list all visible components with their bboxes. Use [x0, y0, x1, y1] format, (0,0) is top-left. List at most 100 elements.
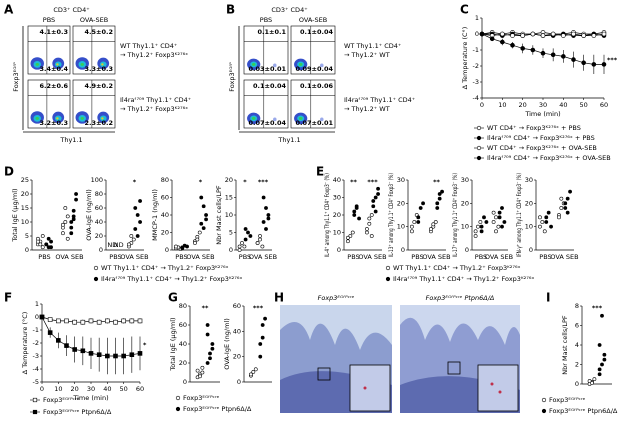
data-point [64, 318, 69, 324]
data-point [65, 214, 70, 219]
data-point [129, 352, 135, 358]
x-tick-label: 30 [539, 101, 547, 109]
y-axis-label: IL-4⁺ among Thy1.1⁺ CD4⁺ Foxp3⁻ (%) [323, 173, 331, 257]
cell-density [101, 63, 104, 66]
x-tick-label: 30 [87, 385, 95, 393]
data-point [357, 216, 361, 221]
data-point [476, 224, 480, 229]
y-axis-label: Total IgE (µg/ml) [169, 317, 177, 371]
data-point [540, 220, 545, 224]
cell-density [35, 116, 39, 120]
data-point [72, 319, 77, 325]
inset [349, 364, 391, 412]
data-point [255, 241, 260, 245]
y-tick-label: 0 [401, 246, 405, 254]
x-axis-label: Time (min) [524, 110, 560, 118]
data-point [56, 318, 61, 324]
y-tick-label: 0 [475, 30, 479, 38]
x-tick-label: PBS [411, 253, 423, 261]
x-tick-label: 60 [136, 385, 144, 393]
y-tick-label: 40 [233, 327, 241, 335]
data-point [538, 224, 542, 229]
y-tick-label: 0 [35, 313, 39, 321]
quadrant-value: 0.09±0.04 [295, 65, 333, 73]
data-point [557, 215, 561, 220]
data-point [80, 319, 86, 325]
x-tick-label: 50 [120, 385, 128, 393]
cell-density [101, 117, 104, 120]
data-point [258, 234, 262, 238]
significance: * [243, 178, 247, 186]
y-axis-label: Total IgE (µg/ml) [11, 188, 19, 242]
quadrant-value: 0.1±0.06 [300, 82, 333, 90]
y-tick-label: 30 [397, 176, 405, 184]
y-axis-label: Nbr Mast cells/LPF [561, 315, 569, 375]
data-point [258, 342, 263, 346]
data-point [61, 231, 65, 236]
cell-density [56, 117, 59, 120]
data-point [494, 215, 498, 220]
data-point [590, 381, 594, 385]
flow-y-label: Foxp3ᴱᴳᶠᴾ [12, 62, 20, 92]
x-tick-label: 0 [480, 101, 484, 109]
significance: *** [258, 178, 269, 186]
y-tick-label: 40 [179, 340, 187, 348]
data-point [201, 226, 206, 231]
data-point [561, 33, 566, 38]
data-point [491, 210, 496, 215]
data-point [371, 204, 376, 209]
flow-column-label: PBS [260, 16, 272, 24]
x-tick-label: PBS [38, 253, 50, 261]
quadrant-value: 6.2±0.6 [40, 82, 69, 90]
significance: ** [202, 304, 209, 312]
data-point [369, 234, 374, 238]
x-tick-label: PBS [109, 253, 121, 261]
data-point [520, 33, 525, 38]
data-point [135, 234, 140, 238]
y-tick-label: 40 [333, 176, 341, 184]
y-tick-label: 0 [165, 246, 169, 254]
quadrant-value: 0.03±0.01 [248, 65, 286, 73]
y-tick-label: -4 [473, 94, 479, 102]
flow-y-label: Foxp3ᴱᴳᶠᴾ [228, 62, 236, 92]
x-tick-label: 40 [103, 385, 111, 393]
y-tick-label: 30 [461, 176, 469, 184]
data-point [346, 239, 350, 244]
flow-column-label: OVA-SEB [299, 16, 327, 24]
transfer-label: Il4raᶠ⁷⁰⁹ Thy1.1⁺ CD4⁺ [120, 96, 191, 104]
data-point [429, 227, 433, 231]
quadrant-value: 0.07±0.04 [248, 119, 286, 127]
cell-density [298, 62, 303, 66]
data-point [418, 206, 423, 210]
y-tick-label: 80 [161, 176, 169, 184]
y-tick-label: 20 [21, 190, 29, 198]
data-point [96, 319, 102, 325]
quadrant-value: 0.1±0.1 [258, 28, 287, 36]
x-tick-label: OVA SEB [55, 253, 83, 261]
inset-box [317, 367, 331, 381]
data-point [46, 236, 51, 241]
data-point [563, 206, 568, 210]
legend-marker [385, 276, 391, 282]
mast-cell [490, 382, 494, 386]
data-point [65, 236, 70, 241]
data-point [261, 195, 266, 200]
histology-title: Foxp3ᴱᴳᶠᴾᶜʳᵉ [318, 294, 355, 302]
y-tick-label: 1 [475, 14, 479, 22]
data-point [597, 372, 602, 377]
legend-entry: WT CD4⁺ → Foxp3ᴷ²⁷⁶ˣ + PBS [487, 124, 581, 132]
data-point [571, 31, 576, 37]
data-point [205, 332, 210, 337]
transfer-label: WT Thy1.1⁺ CD4⁺ [120, 42, 177, 50]
cell-density [80, 116, 84, 120]
cell-density [320, 117, 324, 122]
data-point [412, 220, 417, 224]
y-tick-label: 0 [465, 246, 469, 254]
data-point [600, 362, 604, 367]
y-tick-label: 2 [575, 361, 579, 369]
data-point [416, 220, 421, 224]
significance: * [199, 178, 203, 186]
data-point [540, 50, 546, 56]
data-point [121, 353, 126, 359]
legend-marker [93, 276, 99, 282]
